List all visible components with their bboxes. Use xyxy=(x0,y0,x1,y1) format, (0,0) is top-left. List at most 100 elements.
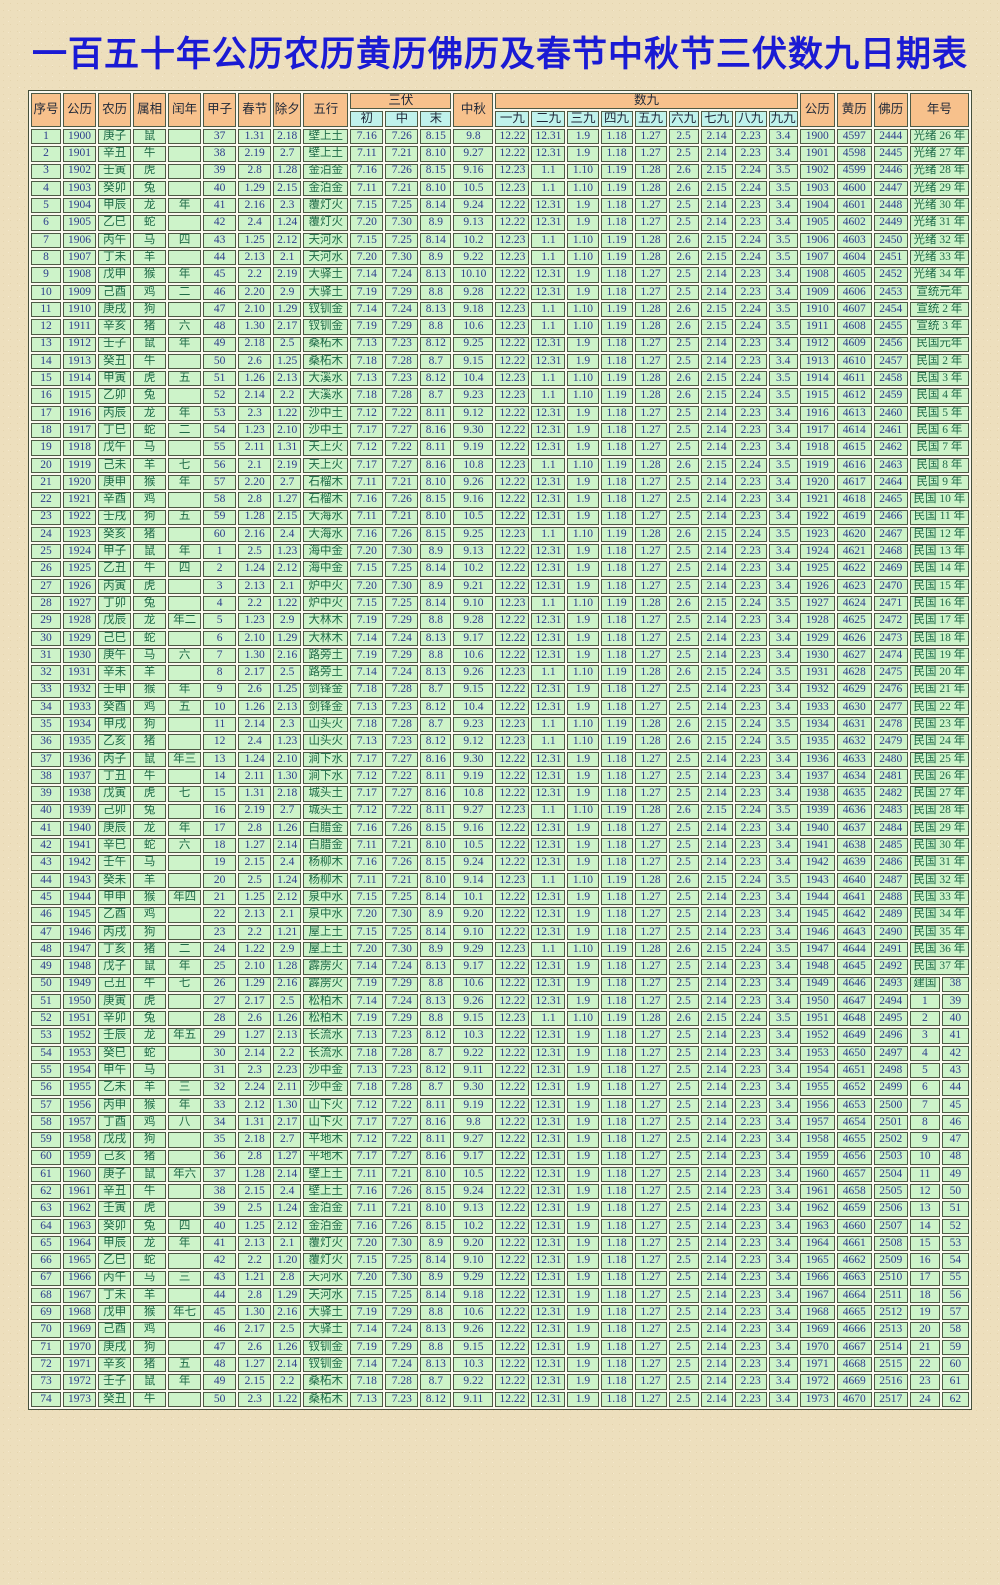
cell-fu-mid: 7.22 xyxy=(385,803,419,819)
cell-huangli: 4661 xyxy=(836,1236,872,1252)
cell-gregorian: 1968 xyxy=(63,1305,97,1321)
cell-era: 9 xyxy=(909,1132,940,1148)
year-row-1953: 54 1953 癸巳蛇 30 2.14 2.2 长流水 7.18 7.28 8.7 9.22 12.2… xyxy=(31,1045,969,1062)
year-row-1923: 24 1923 癸亥猪 60 2.16 2.4 大海水 7.16 7.26 8.15 9.25 12.… xyxy=(31,526,969,543)
cell-nine-1: 12.22 xyxy=(495,1149,530,1165)
cell-fu-first: 7.16 xyxy=(350,526,384,543)
cell-fu-mid: 7.25 xyxy=(385,924,419,940)
cell-nine-1: 12.23 xyxy=(495,872,530,889)
cell-no: 45 xyxy=(31,890,62,906)
cell-nine-8: 2.23 xyxy=(734,561,767,577)
cell-gregorian: 1955 xyxy=(63,1080,97,1096)
cell-five-elements: 白腊金 xyxy=(303,838,349,854)
cell-nine-7: 2.15 xyxy=(700,803,733,819)
cell-mid-autumn: 9.24 xyxy=(453,198,494,214)
cell-foli: 2484 xyxy=(873,820,908,837)
year-row-1951: 52 1951 辛卯兔 28 2.6 1.26 松柏木 7.19 7.29 8.8 9.15 12.2… xyxy=(31,1011,969,1027)
cell-era: 民国 28 年 xyxy=(909,803,969,819)
cell-five-elements: 松柏木 xyxy=(303,993,349,1010)
cell-nine-4: 1.19 xyxy=(600,388,633,404)
cell-foli: 2473 xyxy=(873,630,908,646)
cell-no: 72 xyxy=(31,1357,62,1373)
cell-gregorian: 1959 xyxy=(63,1149,97,1165)
cell-lunar-ganzhi: 戊戌 xyxy=(98,1132,132,1148)
cell-fu-mid: 7.30 xyxy=(385,941,419,958)
cell-mid-autumn: 9.23 xyxy=(453,717,494,733)
cell-jiazi: 13 xyxy=(203,751,237,767)
cell-fu-first: 7.13 xyxy=(350,734,384,750)
cell-nine-3: 1.9 xyxy=(567,1045,599,1062)
cell-leap: 年七 xyxy=(168,1305,202,1321)
cell-fu-last: 8.8 xyxy=(420,1305,452,1321)
cell-fu-first: 7.20 xyxy=(350,907,384,923)
cell-leap: 五 xyxy=(168,699,202,716)
cell-fu-last: 8.9 xyxy=(420,907,452,923)
cell-five-elements: 剑锋金 xyxy=(303,682,349,698)
cell-five-elements: 天上火 xyxy=(303,440,349,456)
cell-nine-7: 2.14 xyxy=(700,1236,733,1252)
cell-spring-festival: 2.2 xyxy=(238,267,272,283)
cell-nine-9: 3.4 xyxy=(768,561,798,577)
cell-foli: 2461 xyxy=(873,423,908,439)
cell-no: 53 xyxy=(31,1028,62,1044)
cell-five-elements: 壁上土 xyxy=(303,146,349,162)
cell-new-years-eve: 1.26 xyxy=(273,1011,302,1027)
cell-jiazi: 27 xyxy=(203,993,237,1010)
cell-leap xyxy=(168,163,202,179)
cell-fu-mid: 7.21 xyxy=(385,180,419,197)
cell-fu-last: 8.9 xyxy=(420,215,452,231)
cell-new-years-eve: 2.16 xyxy=(273,1305,302,1321)
cell-foli: 2512 xyxy=(873,1305,908,1321)
cell-lunar-ganzhi: 己酉 xyxy=(98,1322,132,1338)
cell-spring-festival: 2.8 xyxy=(238,163,272,179)
cell-zodiac: 狗 xyxy=(133,1132,167,1148)
cell-nine-3: 1.9 xyxy=(567,509,599,525)
cell-lunar-ganzhi: 庚戌 xyxy=(98,1339,132,1356)
cell-leap: 三 xyxy=(168,1080,202,1096)
cell-nine-8: 2.23 xyxy=(734,1149,767,1165)
cell-nine-2: 12.31 xyxy=(531,924,566,940)
cell-nine-8: 2.24 xyxy=(734,872,767,889)
cell-five-elements: 壁上土 xyxy=(303,129,349,145)
cell-nine-3: 1.10 xyxy=(567,163,599,179)
cell-nine-4: 1.18 xyxy=(600,924,633,940)
cell-leap xyxy=(168,872,202,889)
cell-nine-9: 3.4 xyxy=(768,423,798,439)
cell-five-elements: 覆灯火 xyxy=(303,198,349,214)
cell-era: 10 xyxy=(909,1149,940,1165)
cell-jiazi: 14 xyxy=(203,768,237,785)
cell-leap xyxy=(168,1045,202,1062)
year-row-1901: 2 1901 辛丑牛 38 2.19 2.7 壁上土 7.11 7.21 8.10 9.27 12.2… xyxy=(31,146,969,162)
cell-nine-3: 1.9 xyxy=(567,336,599,352)
cell-nine-3: 1.9 xyxy=(567,1184,599,1200)
header-new-years-eve: 除夕 xyxy=(273,93,302,127)
cell-leap: 年 xyxy=(168,198,202,214)
cell-no: 67 xyxy=(31,1270,62,1286)
cell-era-right: 51 xyxy=(941,1201,969,1217)
cell-zodiac: 鸡 xyxy=(133,699,167,716)
cell-fu-last: 8.12 xyxy=(420,1028,452,1044)
cell-zodiac: 龙 xyxy=(133,613,167,629)
cell-zodiac: 牛 xyxy=(133,768,167,785)
cell-five-elements: 霹雳火 xyxy=(303,976,349,992)
cell-fu-last: 8.12 xyxy=(420,1063,452,1079)
year-row-1933: 34 1933 癸酉鸡五 10 1.26 2.13 剑锋金 7.13 7.23 8.12 10.4 1… xyxy=(31,699,969,716)
cell-mid-autumn: 9.15 xyxy=(453,682,494,698)
cell-nine-5: 1.27 xyxy=(634,198,667,214)
cell-nine-4: 1.18 xyxy=(600,751,633,767)
cell-foli: 2462 xyxy=(873,440,908,456)
cell-new-years-eve: 2.14 xyxy=(273,1357,302,1373)
cell-fu-first: 7.19 xyxy=(350,613,384,629)
cell-nine-1: 12.22 xyxy=(495,1201,530,1217)
cell-five-elements: 白腊金 xyxy=(303,820,349,837)
cell-five-elements: 桑柘木 xyxy=(303,1374,349,1390)
cell-new-years-eve: 2.3 xyxy=(273,717,302,733)
cell-fu-first: 7.20 xyxy=(350,578,384,595)
cell-nine-2: 12.31 xyxy=(531,492,566,508)
cell-nine-8: 2.24 xyxy=(734,941,767,958)
cell-nine-7: 2.14 xyxy=(700,820,733,837)
cell-no: 15 xyxy=(31,371,62,387)
cell-new-years-eve: 2.4 xyxy=(273,855,302,871)
cell-spring-festival: 1.31 xyxy=(238,786,272,802)
cell-new-years-eve: 1.26 xyxy=(273,820,302,837)
